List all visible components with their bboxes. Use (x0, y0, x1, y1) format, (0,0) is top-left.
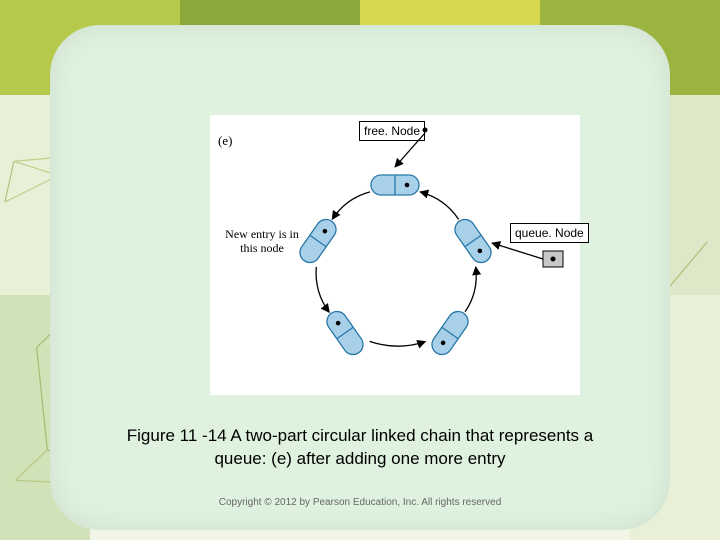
caption-line-2: queue: (e) after adding one more entry (214, 449, 505, 468)
copyright-text: Copyright © 2012 by Pearson Education, I… (50, 497, 670, 508)
diagram-panel: (e) free. Node queue. Node New entry is … (210, 115, 580, 395)
content-card: (e) free. Node queue. Node New entry is … (50, 25, 670, 530)
figure-caption: Figure 11 -14 A two-part circular linked… (110, 425, 610, 471)
circular-chain-svg (210, 115, 580, 395)
caption-line-1: Figure 11 -14 A two-part circular linked… (127, 426, 593, 445)
